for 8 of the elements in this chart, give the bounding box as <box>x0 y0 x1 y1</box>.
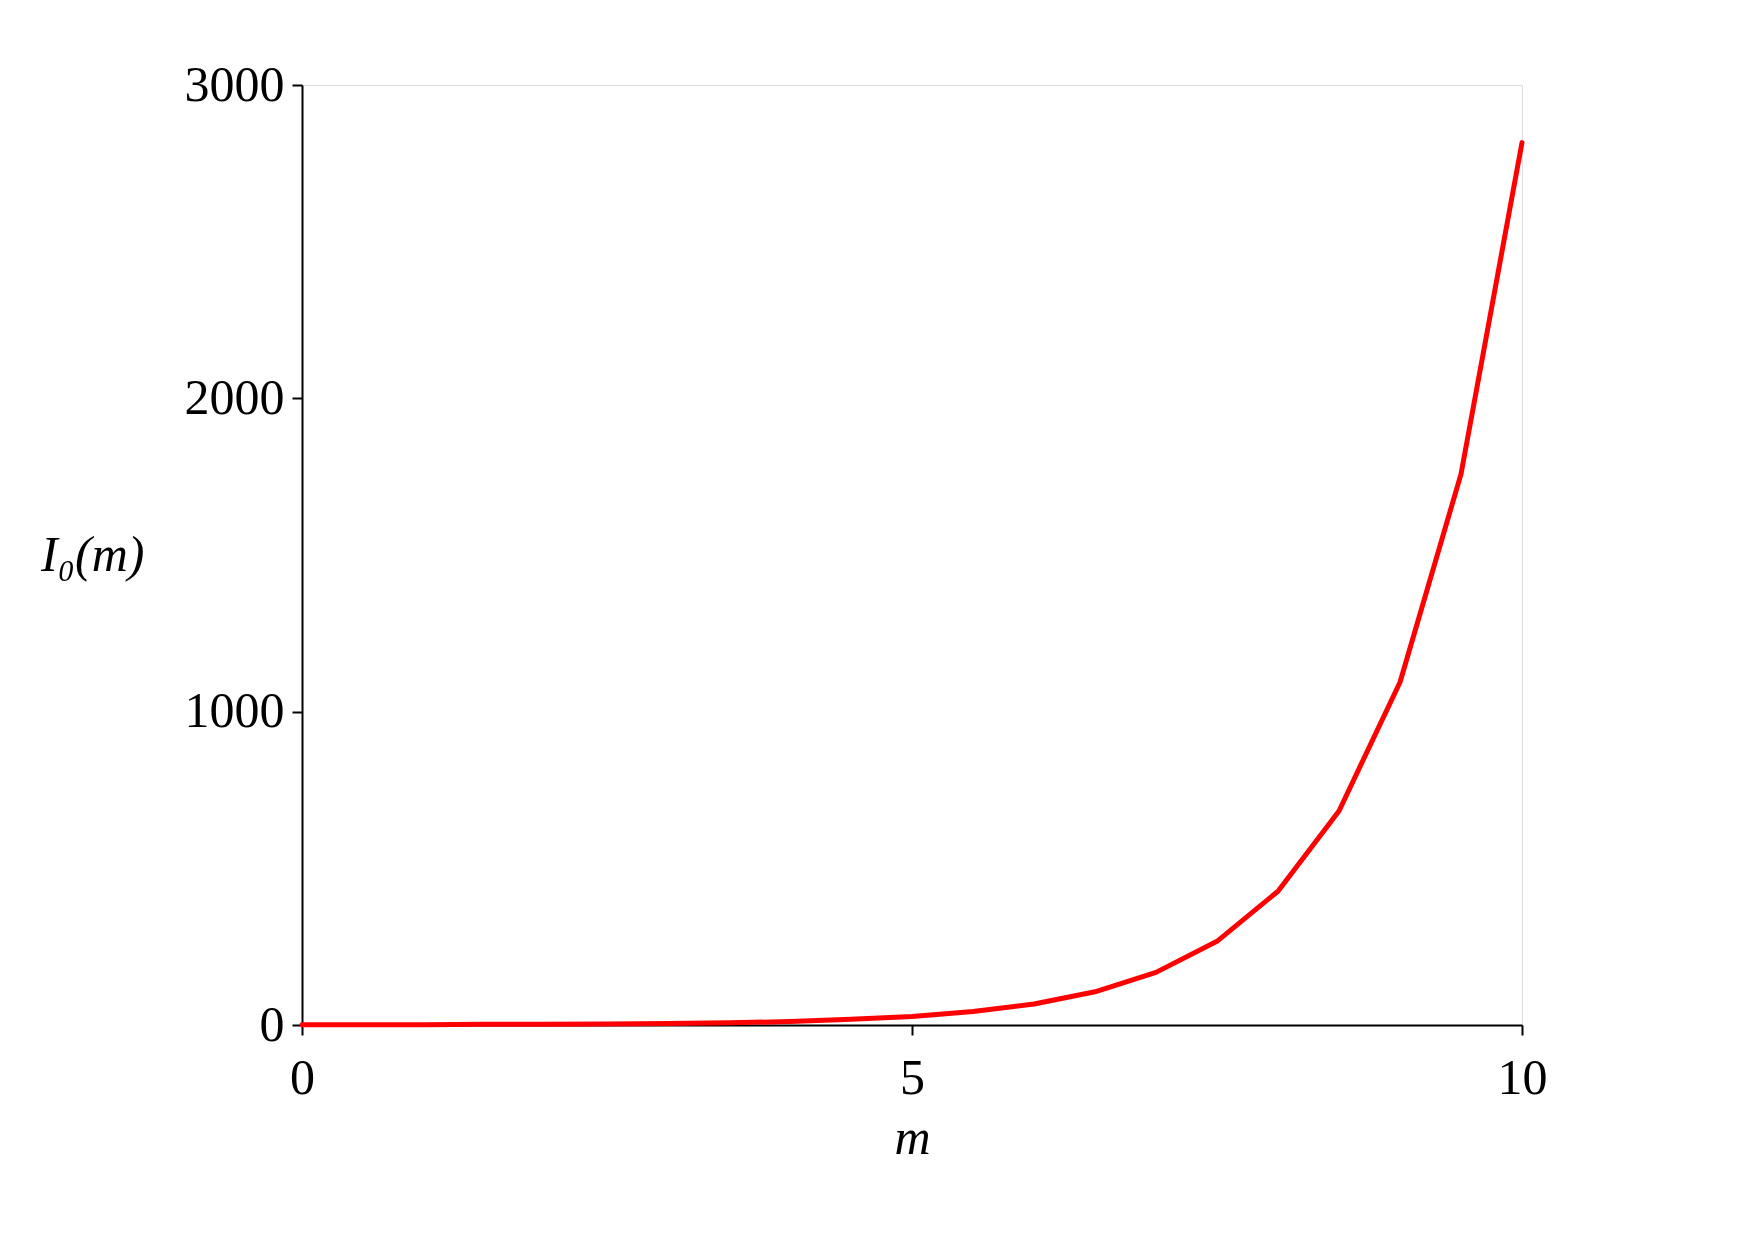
x-tick-label: 10 <box>1497 1048 1548 1105</box>
y-axis-title: I₀(m) <box>40 525 145 582</box>
y-tick-label: 1000 <box>184 682 285 739</box>
y-tick-label: 0 <box>259 995 285 1052</box>
x-tick-label: 5 <box>900 1048 925 1105</box>
x-axis-title: m <box>894 1108 931 1165</box>
y-tick-label: 3000 <box>184 55 285 112</box>
y-tick-label: 2000 <box>184 368 285 425</box>
